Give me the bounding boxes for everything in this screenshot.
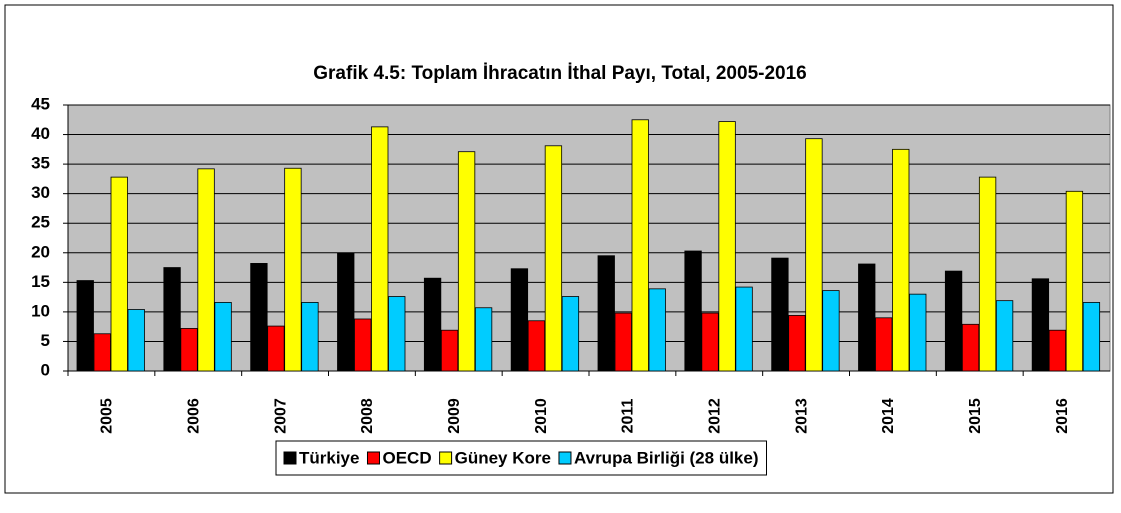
bar: [180, 328, 198, 372]
y-tick-label: 5: [41, 331, 50, 350]
x-tick-label: 2006: [185, 398, 202, 434]
bar: [354, 318, 372, 372]
x-tick-label: 2007: [272, 398, 289, 434]
legend: Türkiye OECD Güney Kore Avrupa Birliği (28 …: [275, 440, 767, 476]
legend-swatch: [439, 451, 453, 465]
bar: [875, 317, 893, 372]
y-tick-label: 35: [31, 154, 50, 173]
bar: [1065, 190, 1084, 372]
x-tick-label: 2013: [793, 398, 810, 434]
y-tick-label: 30: [31, 183, 50, 202]
legend-box: [275, 440, 767, 476]
legend-label: Güney Kore: [455, 448, 551, 467]
bar: [718, 121, 736, 372]
bar: [771, 257, 789, 372]
bar: [267, 325, 285, 372]
bar: [440, 329, 459, 372]
x-tick-label: 2016: [1054, 398, 1071, 434]
bar: [76, 280, 94, 372]
bar: [197, 168, 215, 372]
y-tick-label: 0: [41, 360, 50, 379]
bar: [371, 126, 389, 372]
x-tick-label: 2008: [359, 398, 376, 434]
bar: [614, 312, 632, 372]
bar: [631, 119, 649, 372]
legend-swatch: [366, 451, 380, 465]
bar: [127, 309, 145, 372]
bar: [1031, 278, 1050, 372]
bar: [214, 302, 232, 372]
x-tick-label: 2014: [880, 398, 897, 434]
bar: [961, 323, 980, 372]
y-tick-label: 15: [31, 272, 50, 291]
bar: [648, 288, 666, 372]
bar: [510, 268, 529, 372]
bar: [735, 286, 753, 372]
bar: [858, 263, 876, 372]
x-tick-label: 2015: [967, 398, 984, 434]
bar: [684, 250, 702, 372]
bar: [337, 252, 355, 372]
bar: [93, 333, 111, 372]
y-tick-label: 45: [31, 94, 50, 113]
bar: [822, 290, 840, 372]
bar: [597, 255, 615, 372]
bar: [805, 138, 823, 372]
bar: [301, 302, 319, 372]
bar: [995, 300, 1014, 372]
bar: [701, 312, 719, 372]
bar: [284, 167, 302, 372]
bar: [423, 277, 442, 372]
x-tick-label: 2012: [706, 398, 723, 434]
chart-title: Grafik 4.5: Toplam İhracatın İthal Payı,…: [313, 63, 806, 84]
bar: [788, 315, 806, 372]
bar: [892, 148, 910, 372]
bar: [1048, 329, 1067, 372]
bar: [457, 151, 476, 372]
bar: [250, 263, 268, 372]
bar: [1082, 302, 1101, 372]
y-tick-label: 25: [31, 213, 50, 232]
bar: [544, 145, 563, 372]
legend-label: OECD: [382, 448, 431, 467]
bar: [527, 320, 546, 372]
bar: [388, 296, 406, 372]
bar: [978, 176, 997, 372]
x-tick-label: 2005: [99, 398, 116, 434]
legend-swatch: [283, 451, 297, 465]
legend-label: Türkiye: [299, 448, 359, 467]
bar: [110, 176, 128, 372]
x-tick-label: 2010: [533, 398, 550, 434]
bar: [909, 293, 927, 372]
x-tick-label: 2011: [620, 399, 637, 434]
x-tick-label: 2009: [446, 398, 463, 434]
y-tick-label: 20: [31, 242, 50, 261]
bar: [474, 307, 493, 372]
y-tick-label: 10: [31, 301, 50, 320]
bar: [561, 296, 580, 372]
plot-area: [67, 104, 1111, 372]
bar: [944, 270, 963, 372]
legend-label: Avrupa Birliği (28 ülke): [574, 448, 759, 467]
bar: [163, 267, 181, 372]
legend-swatch: [558, 451, 572, 465]
y-tick-label: 40: [31, 124, 50, 143]
